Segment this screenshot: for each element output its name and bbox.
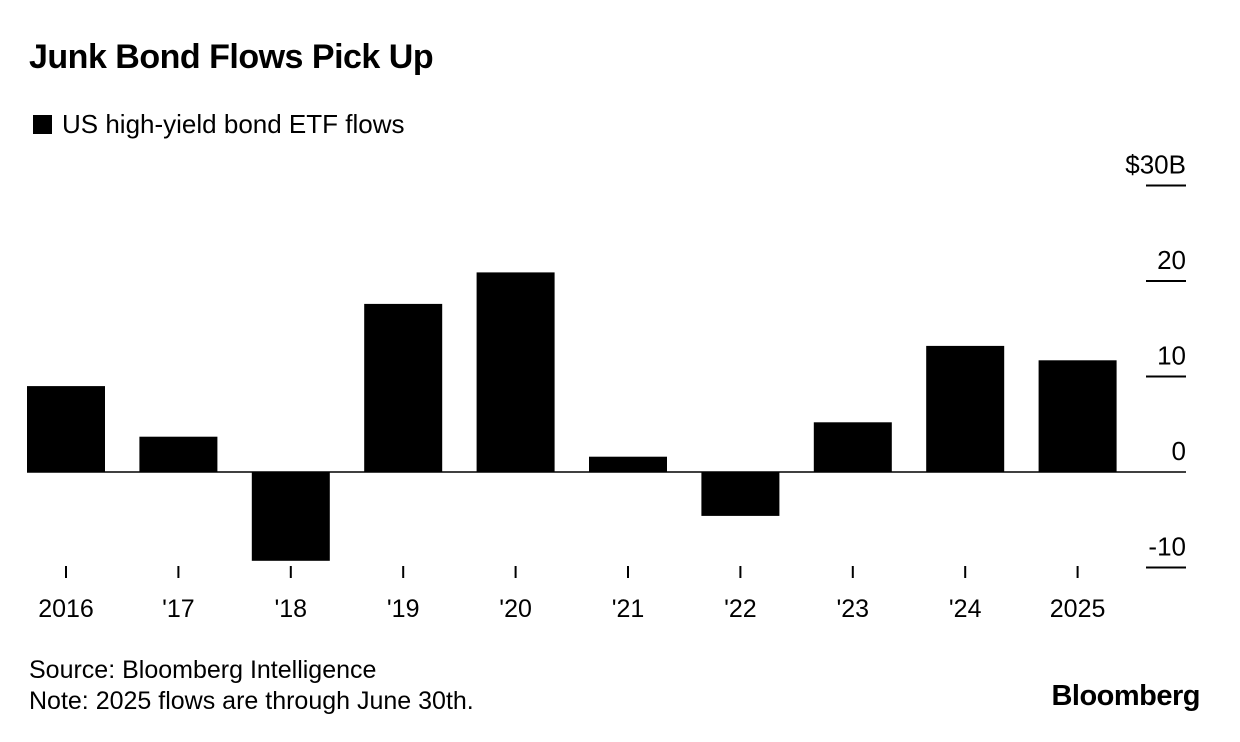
source-text: Source: Bloomberg Intelligence [29, 656, 377, 684]
bar-chart: $30B 20 10 0 -10 2016 '17 '18 '19 '20 '21 '22 '23 '2… [27, 150, 1186, 623]
bar-7 [813, 422, 892, 472]
bar-8 [926, 345, 1005, 472]
x-tick-label-6: '22 [724, 595, 757, 623]
bar-1 [139, 436, 218, 472]
chart-title: Junk Bond Flows Pick Up [29, 38, 434, 76]
y-tick-label-4: -10 [1148, 532, 1186, 562]
y-axis: $30B 20 10 0 -10 [27, 150, 1186, 569]
bars-group [27, 272, 1117, 561]
bar-3 [364, 303, 443, 472]
legend-label: US high-yield bond ETF flows [62, 108, 405, 139]
bar-6 [701, 472, 780, 516]
x-tick-label-4: '20 [499, 595, 532, 623]
chart-legend: US high-yield bond ETF flows [33, 108, 404, 140]
x-tick-label-8: '24 [949, 595, 982, 623]
bloomberg-logo: Bloomberg [1051, 680, 1200, 712]
x-tick-label-9: 2025 [1050, 595, 1106, 623]
legend-swatch-icon [33, 114, 52, 134]
x-tick-label-2: '18 [275, 595, 308, 623]
x-axis: 2016 '17 '18 '19 '20 '21 '22 '23 '24 2025 [38, 566, 1105, 623]
bar-0 [27, 386, 105, 472]
bar-2 [251, 472, 330, 561]
x-tick-label-3: '19 [387, 595, 420, 623]
y-tick-label-2: 10 [1157, 341, 1186, 371]
x-tick-label-5: '21 [612, 595, 645, 623]
x-tick-label-1: '17 [162, 595, 195, 623]
bar-5 [589, 456, 667, 472]
x-tick-label-7: '23 [837, 595, 870, 623]
y-tick-label-3: 0 [1172, 436, 1186, 466]
y-tick-label-1: 20 [1157, 245, 1186, 275]
bar-4 [476, 272, 555, 472]
bar-9 [1038, 360, 1117, 472]
note-text: Note: 2025 flows are through June 30th. [29, 687, 474, 715]
x-tick-label-0: 2016 [38, 595, 94, 623]
y-tick-label-0: $30B [1125, 150, 1186, 180]
